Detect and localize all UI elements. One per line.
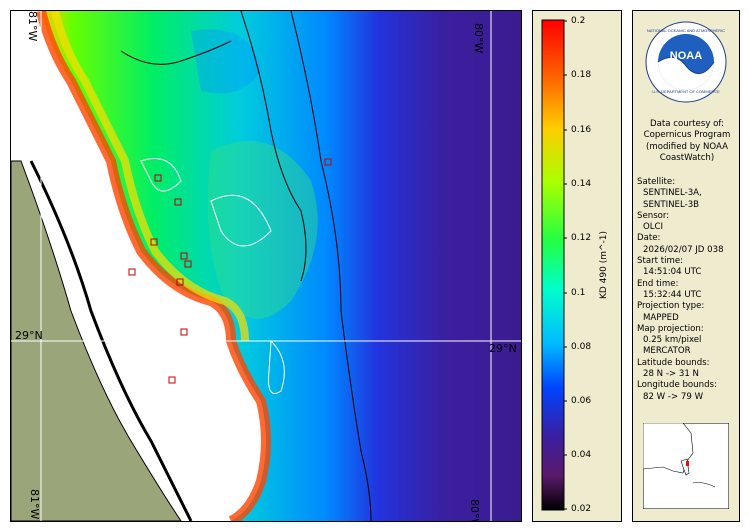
contour-shelf: [290, 11, 372, 521]
info-panel: NOAA U.S. DEPARTMENT OF COMMERCE NATIONA…: [632, 10, 740, 522]
noaa-logo-icon: NOAA U.S. DEPARTMENT OF COMMERCE NATIONA…: [645, 21, 727, 103]
colorbar-title: KD 490 (m^-1): [599, 230, 609, 299]
svg-text:NATIONAL OCEANIC AND ATMOSPHER: NATIONAL OCEANIC AND ATMOSPHERIC: [647, 28, 725, 33]
longitude-bounds-label: Longitude bounds:: [637, 380, 717, 391]
colorbar-tick: 0.16: [571, 125, 592, 135]
station-markers: [128, 158, 332, 384]
land-florida: [11, 160, 182, 521]
clear-patch: [191, 29, 261, 94]
end-time-label: End time:: [637, 278, 679, 289]
locator-region-marker: [686, 461, 689, 466]
colorbar-tick: 0.12: [571, 233, 592, 243]
map-projection-value: MERCATOR: [643, 346, 691, 357]
end-time-value: 15:32:44 UTC: [643, 289, 702, 300]
sensor-label: Sensor:: [637, 210, 670, 221]
chlorophyll-map[interactable]: 29°N 29°N 80°W 80°W 81°W 81°W: [10, 10, 522, 522]
map-projection-label: Map projection:: [637, 323, 704, 334]
coastal-fringe: [36, 11, 271, 521]
colorbar-tick: 0.02: [571, 504, 592, 514]
station-marker[interactable]: [174, 198, 182, 206]
data-credit: Data courtesy of: Copernicus Program (mo…: [643, 119, 731, 163]
sensor-value: OLCI: [643, 222, 664, 233]
lon-label-bottom: 80°W: [468, 499, 481, 522]
satellite-value: SENTINEL-3A,: [643, 188, 702, 199]
station-marker[interactable]: [324, 158, 332, 166]
lat-label-left: 29°N: [15, 329, 43, 342]
satellite-value: SENTINEL-3B: [643, 199, 700, 210]
satellite-label: Satellite:: [637, 177, 676, 187]
projection-type-label: Projection type:: [637, 301, 705, 312]
svg-text:U.S. DEPARTMENT OF COMMERCE: U.S. DEPARTMENT OF COMMERCE: [652, 89, 720, 94]
station-marker[interactable]: [154, 174, 162, 182]
station-marker[interactable]: [150, 238, 158, 246]
colorbar-tick: 0.1: [571, 288, 586, 298]
colorbar-tick: 0.18: [571, 70, 592, 80]
projection-type-value: MAPPED: [643, 312, 679, 323]
latitude-bounds-value: 28 N -> 31 N: [643, 369, 699, 380]
station-marker[interactable]: [180, 252, 188, 260]
turbid-patch: [207, 141, 318, 319]
colorbar: [541, 19, 567, 511]
colorbar-tick: 0.14: [571, 179, 592, 189]
colorbar-tick: 0.04: [571, 450, 592, 460]
start-time-label: Start time:: [637, 256, 684, 267]
barrier-island: [29, 160, 193, 521]
station-marker[interactable]: [176, 278, 184, 286]
longitude-bounds-value: 82 W -> 79 W: [643, 391, 704, 402]
station-marker[interactable]: [180, 328, 188, 336]
station-marker[interactable]: [128, 268, 136, 276]
colorbar-panel: 0.2 0.18 0.16 0.14 0.12 0.1 0.08 0.06 0.…: [532, 10, 622, 522]
colorbar-tick: 0.2: [571, 16, 586, 26]
locator-map: [643, 423, 729, 509]
colorbar-gradient: [541, 19, 565, 511]
station-marker[interactable]: [168, 376, 176, 384]
lat-label-right: 29°N: [489, 342, 517, 355]
start-time-value: 14:51:04 UTC: [643, 267, 702, 278]
date-label: Date:: [637, 233, 661, 244]
noaa-logo-text: NOAA: [670, 50, 702, 62]
contour-inner: [240, 11, 307, 282]
station-marker[interactable]: [184, 260, 192, 268]
lon-label-top-left: 81°W: [26, 11, 39, 42]
colorbar-tick: 0.06: [571, 396, 592, 406]
map-canvas: [11, 11, 521, 521]
date-value: 2026/02/07 JD 038: [643, 244, 724, 255]
lon-label-bottom-left: 81°W: [28, 489, 41, 520]
colorbar-tick: 0.08: [571, 342, 592, 352]
latitude-bounds-label: Latitude bounds:: [637, 357, 710, 368]
map-projection-value: 0.25 km/pixel: [643, 335, 702, 346]
lon-label-top: 80°W: [472, 23, 485, 54]
